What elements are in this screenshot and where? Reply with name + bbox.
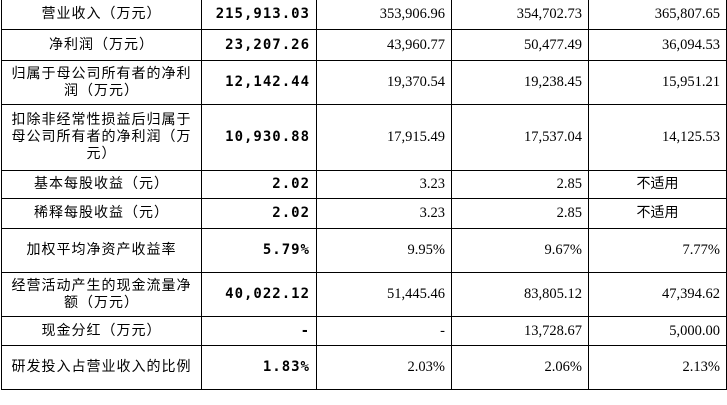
current-period-value: 215,913.03	[201, 0, 317, 30]
period-2-value: 9.67%	[451, 228, 589, 273]
period-2-value: 19,238.45	[451, 60, 589, 105]
period-2-value: 354,702.73	[451, 0, 589, 30]
period-3-value: 36,094.53	[588, 29, 727, 61]
current-period-value: 12,142.44	[201, 60, 317, 105]
current-period-value: 23,207.26	[201, 29, 317, 61]
period-1-value: 3.23	[316, 198, 452, 229]
period-2-value: 83,805.12	[451, 272, 589, 317]
current-period-value: 2.02	[201, 198, 317, 229]
period-3-value: 47,394.62	[588, 272, 727, 317]
period-3-value: 365,807.65	[588, 0, 727, 30]
period-2-value: 2.06%	[451, 345, 589, 390]
table-row: 归属于母公司所有者的净利润（万元） 12,142.44 19,370.54 19…	[1, 60, 727, 105]
current-period-value: 10,930.88	[201, 104, 317, 171]
period-1-value: 9.95%	[316, 228, 452, 273]
table-row: 营业收入（万元） 215,913.03 353,906.96 354,702.7…	[1, 0, 727, 30]
period-2-value: 17,537.04	[451, 104, 589, 171]
table-row: 净利润（万元） 23,207.26 43,960.77 50,477.49 36…	[1, 29, 727, 61]
current-period-value: -	[201, 316, 317, 346]
period-1-value: 3.23	[316, 170, 452, 199]
period-1-value: 2.03%	[316, 345, 452, 390]
row-label: 营业收入（万元）	[1, 0, 202, 30]
period-3-value: 5,000.00	[588, 316, 727, 346]
table-row: 稀释每股收益（元） 2.02 3.23 2.85 不适用	[1, 198, 727, 229]
period-1-value: 353,906.96	[316, 0, 452, 30]
period-1-value: 19,370.54	[316, 60, 452, 105]
row-label: 经营活动产生的现金流量净额（万元）	[1, 272, 202, 317]
period-2-value: 50,477.49	[451, 29, 589, 61]
period-1-value: 43,960.77	[316, 29, 452, 61]
current-period-value: 5.79%	[201, 228, 317, 273]
table-row: 加权平均净资产收益率 5.79% 9.95% 9.67% 7.77%	[1, 228, 727, 273]
period-3-value: 15,951.21	[588, 60, 727, 105]
row-label: 加权平均净资产收益率	[1, 228, 202, 273]
row-label: 扣除非经常性损益后归属于母公司所有者的净利润（万元）	[1, 104, 202, 171]
table-row: 研发投入占营业收入的比例 1.83% 2.03% 2.06% 2.13%	[1, 345, 727, 390]
row-label: 现金分红（万元）	[1, 316, 202, 346]
period-1-value: 17,915.49	[316, 104, 452, 171]
table-row: 现金分红（万元） - - 13,728.67 5,000.00	[1, 316, 727, 346]
period-1-value: -	[316, 316, 452, 346]
period-3-value: 不适用	[588, 170, 727, 199]
period-3-value: 2.13%	[588, 345, 727, 390]
table-row: 基本每股收益（元） 2.02 3.23 2.85 不适用	[1, 170, 727, 199]
period-2-value: 2.85	[451, 170, 589, 199]
row-label: 净利润（万元）	[1, 29, 202, 61]
period-3-value: 不适用	[588, 198, 727, 229]
current-period-value: 2.02	[201, 170, 317, 199]
period-1-value: 51,445.46	[316, 272, 452, 317]
period-2-value: 2.85	[451, 198, 589, 229]
row-label: 归属于母公司所有者的净利润（万元）	[1, 60, 202, 105]
row-label: 稀释每股收益（元）	[1, 198, 202, 229]
financial-indicators-table: 营业收入（万元） 215,913.03 353,906.96 354,702.7…	[1, 0, 727, 390]
period-2-value: 13,728.67	[451, 316, 589, 346]
period-3-value: 14,125.53	[588, 104, 727, 171]
current-period-value: 40,022.12	[201, 272, 317, 317]
table-row: 扣除非经常性损益后归属于母公司所有者的净利润（万元） 10,930.88 17,…	[1, 104, 727, 171]
row-label: 基本每股收益（元）	[1, 170, 202, 199]
current-period-value: 1.83%	[201, 345, 317, 390]
period-3-value: 7.77%	[588, 228, 727, 273]
table-row: 经营活动产生的现金流量净额（万元） 40,022.12 51,445.46 83…	[1, 272, 727, 317]
row-label: 研发投入占营业收入的比例	[1, 345, 202, 390]
